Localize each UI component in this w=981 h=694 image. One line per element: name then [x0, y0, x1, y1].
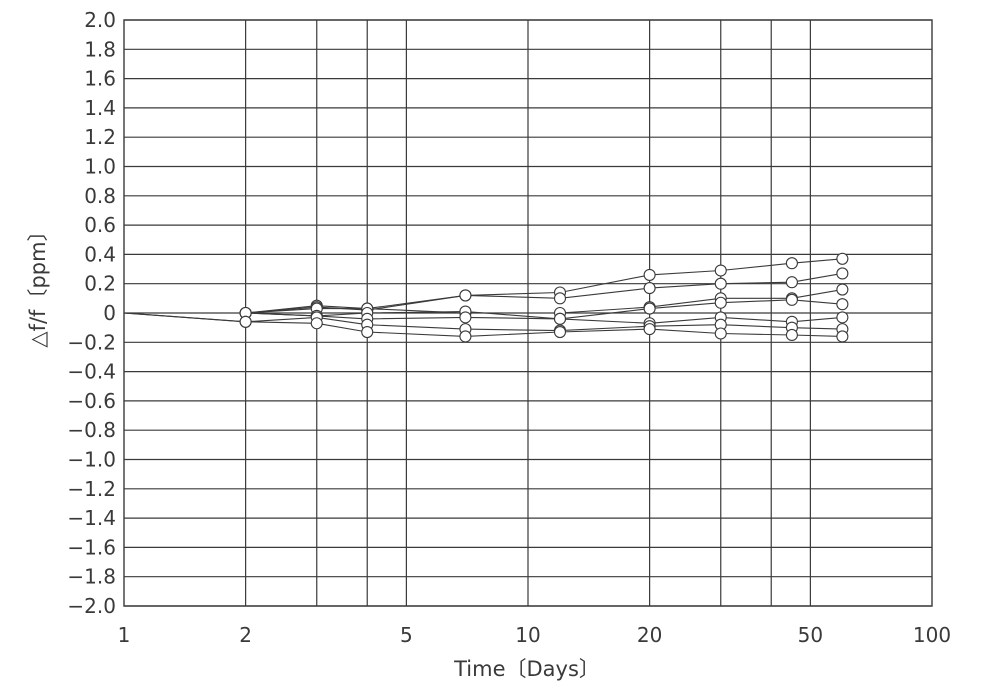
- y-tick-label: 1.4: [84, 96, 116, 120]
- marker-layer: [239, 252, 849, 343]
- data-point: [459, 330, 472, 343]
- data-point: [643, 268, 656, 281]
- data-point: [553, 325, 567, 339]
- x-axis-title: Time〔Days〕: [453, 657, 600, 681]
- data-point: [643, 323, 656, 336]
- series-line-4: [124, 299, 843, 320]
- x-tick-label: 5: [400, 623, 413, 647]
- data-point: [785, 257, 798, 270]
- data-point: [459, 289, 472, 302]
- y-axis-title: △f/f〔ppm〕: [26, 220, 50, 347]
- y-tick-label: 0.4: [84, 242, 116, 266]
- y-tick-label: 1.2: [84, 125, 116, 149]
- series-layer: [123, 258, 843, 337]
- y-tick-label: −0.6: [67, 389, 116, 413]
- data-point: [785, 328, 798, 342]
- data-point: [836, 252, 849, 265]
- y-tick-label: −0.2: [67, 330, 116, 354]
- data-point: [836, 283, 849, 296]
- data-point: [714, 327, 727, 340]
- data-point: [714, 264, 727, 277]
- x-tick-label: 100: [913, 623, 951, 647]
- x-tick-label: 50: [798, 623, 823, 647]
- grid-layer: [123, 19, 933, 607]
- y-tick-label: −0.8: [67, 418, 116, 442]
- y-tick-label: 0.8: [84, 184, 116, 208]
- data-point: [714, 277, 727, 290]
- data-point: [553, 292, 567, 305]
- x-tick-label: 2: [239, 623, 252, 647]
- data-point: [361, 325, 374, 339]
- y-tick-label: 1.0: [84, 155, 116, 179]
- series-line-1: [124, 258, 843, 314]
- y-tick-label: 1.6: [84, 67, 116, 91]
- data-point: [785, 276, 798, 289]
- series-line-6: [123, 312, 843, 332]
- data-point: [239, 315, 252, 328]
- data-point: [836, 311, 849, 324]
- y-tick-label: 1.8: [84, 37, 116, 61]
- x-tick-label: 10: [515, 623, 540, 647]
- data-point: [310, 317, 323, 330]
- y-tick-label: −1.4: [67, 506, 116, 530]
- series-line-7: [123, 312, 843, 337]
- y-tick-label: −1.8: [67, 565, 116, 589]
- data-point: [836, 267, 849, 280]
- y-tick-label: −1.6: [67, 535, 116, 559]
- y-tick-label: 0.2: [84, 272, 116, 296]
- x-tick-label: 20: [637, 623, 662, 647]
- series-line-5: [124, 312, 843, 324]
- y-tick-label: −1.2: [67, 477, 116, 501]
- y-tick-label: 2.0: [84, 8, 116, 32]
- y-tick-label: 0: [103, 301, 116, 325]
- data-point: [643, 282, 656, 295]
- y-tick-label: −0.4: [67, 360, 116, 384]
- data-point: [459, 311, 472, 324]
- y-tick-label: −1.0: [67, 448, 116, 472]
- data-point: [714, 296, 727, 309]
- data-point: [553, 312, 567, 325]
- y-tick-label: −2.0: [67, 594, 116, 618]
- data-point: [643, 302, 656, 315]
- data-point: [836, 330, 849, 343]
- series-line-2: [124, 272, 843, 314]
- data-point: [836, 298, 849, 311]
- y-tick-label: 0.6: [84, 213, 116, 237]
- x-tick-label: 1: [118, 623, 131, 647]
- data-point: [785, 293, 798, 306]
- series-line-3: [124, 289, 843, 314]
- label-layer: 2.0 1.8 1.6 1.4 1.2 1.0 0.8 0.6 0.4 0.2 0 −0.2 −0.4 −…: [67, 8, 951, 647]
